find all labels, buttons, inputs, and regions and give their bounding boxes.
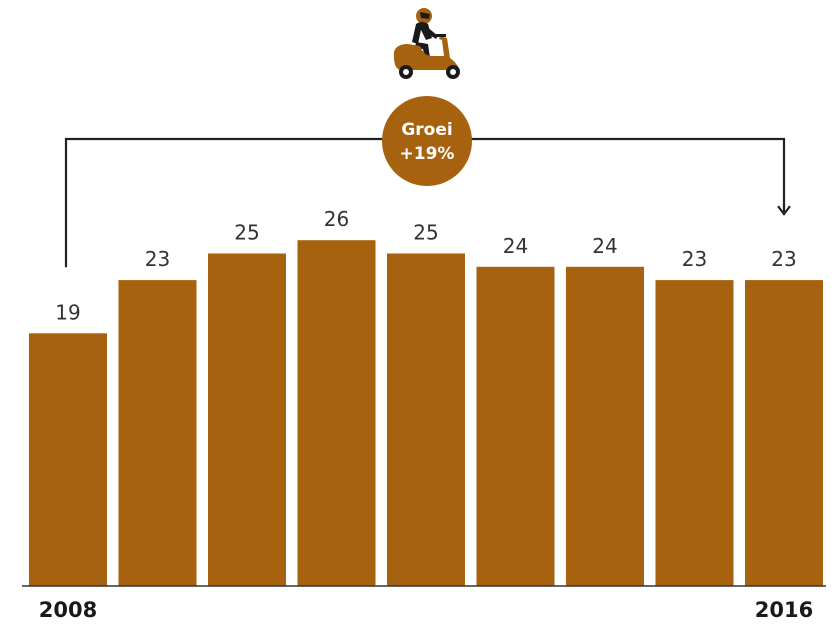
x-tick-labels-group: 2008 2016 [39, 598, 813, 622]
value-label-2011: 26 [324, 207, 349, 231]
scooter-rider-icon [393, 8, 460, 79]
value-label-2015: 23 [682, 247, 707, 271]
bar-2013 [476, 266, 555, 586]
bar-2011 [297, 240, 376, 586]
value-label-2008: 19 [55, 300, 80, 324]
bar-2014 [566, 266, 644, 586]
value-labels-group: 19 23 25 26 25 24 24 23 23 [55, 207, 796, 324]
bar-2008 [29, 333, 107, 586]
bar-2009 [118, 280, 197, 586]
value-label-2016: 23 [771, 247, 796, 271]
bar-2010 [208, 253, 286, 586]
bar-2016 [745, 280, 823, 586]
growth-badge [382, 96, 472, 186]
bar-2012 [387, 253, 465, 586]
value-label-2014: 24 [592, 234, 617, 258]
bars-group [29, 240, 823, 586]
value-label-2013: 24 [503, 234, 528, 258]
badge-value: +19% [400, 144, 455, 164]
badge-title: Groei [401, 120, 452, 140]
value-label-2009: 23 [145, 247, 170, 271]
x-tick-label-2016: 2016 [755, 598, 813, 622]
bar-2015 [655, 280, 734, 586]
x-tick-label-2008: 2008 [39, 598, 97, 622]
value-label-2012: 25 [413, 221, 438, 245]
value-label-2010: 25 [234, 221, 259, 245]
connector-arrowhead [777, 205, 791, 216]
